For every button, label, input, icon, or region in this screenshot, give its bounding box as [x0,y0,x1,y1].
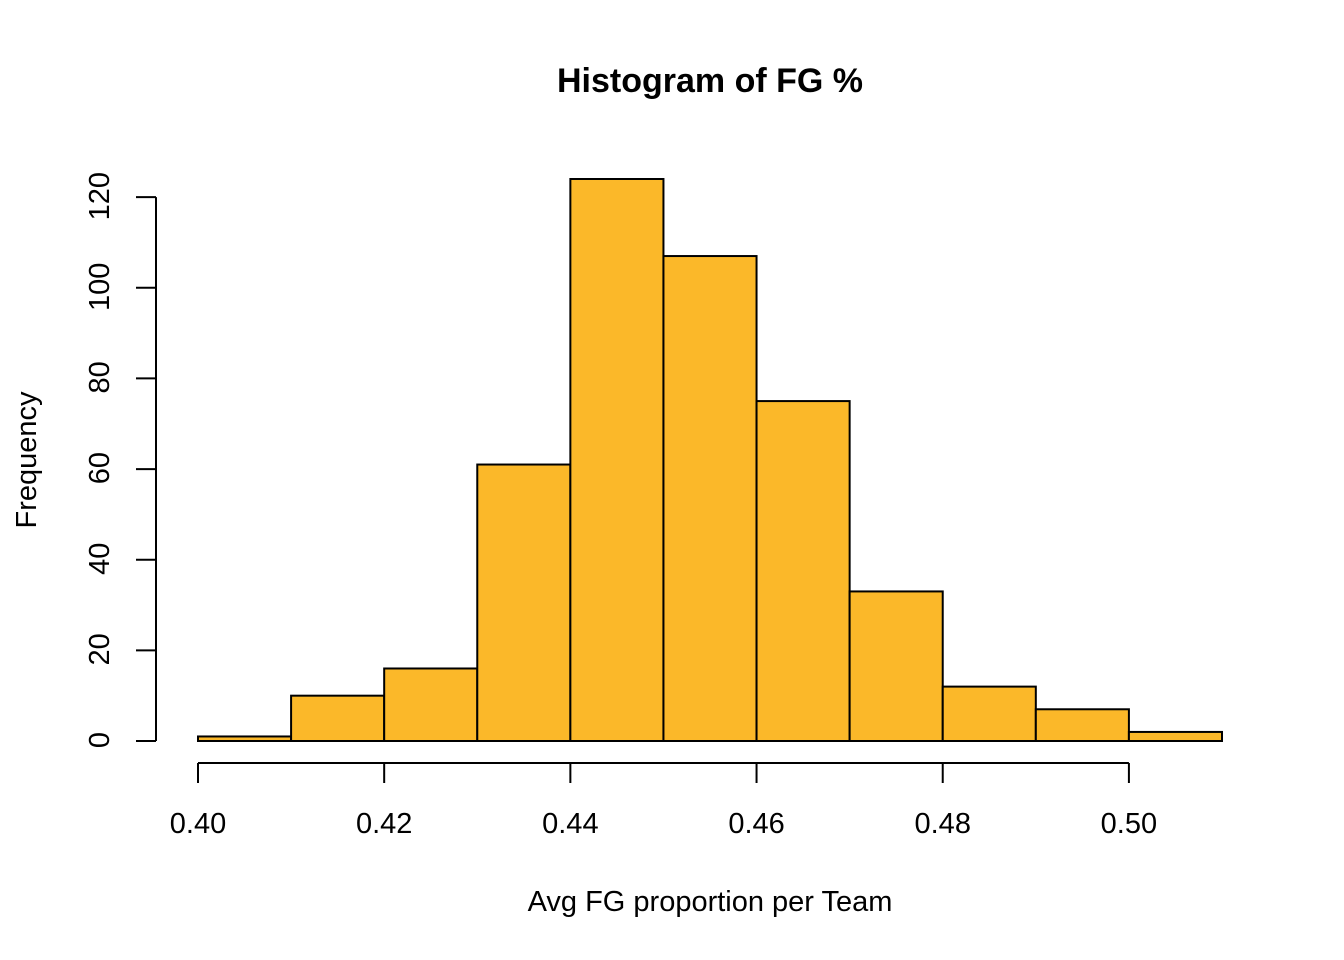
y-tick-label-5: 100 [84,263,116,311]
histogram-bar-7 [848,590,944,742]
y-tick-label-0: 0 [84,732,116,748]
x-tick-label-2: 0.44 [542,808,598,840]
histogram-bar-0 [197,735,293,742]
bars-layer [197,178,1223,743]
histogram-bar-9 [1034,708,1130,742]
chart-title: Histogram of FG % [557,62,863,100]
y-tick-label-1: 20 [84,633,116,665]
x-tick-label-5: 0.50 [1101,808,1157,840]
histogram-bar-3 [476,463,572,742]
y-tick-label-2: 40 [84,543,116,575]
x-tick-label-3: 0.46 [728,808,784,840]
y-axis: 0 20 40 60 80 100 120 [84,172,157,748]
histogram-bar-8 [941,685,1037,743]
histogram-bar-10 [1127,730,1223,743]
histogram-bar-4 [569,178,665,742]
histogram-bar-5 [662,255,758,742]
histogram-bar-2 [383,667,479,743]
y-tick-label-3: 60 [84,452,116,484]
y-axis-label: Frequency [11,391,43,529]
x-axis-label: Avg FG proportion per Team [528,886,893,918]
x-axis: 0.40 0.42 0.44 0.46 0.48 0.50 [170,762,1157,840]
y-tick-label-4: 80 [84,361,116,393]
histogram-bar-1 [290,694,386,743]
x-tick-label-0: 0.40 [170,808,226,840]
y-tick-label-6: 120 [84,172,116,220]
x-tick-label-4: 0.48 [915,808,971,840]
histogram-bar-6 [755,400,851,742]
x-tick-label-1: 0.42 [356,808,412,840]
